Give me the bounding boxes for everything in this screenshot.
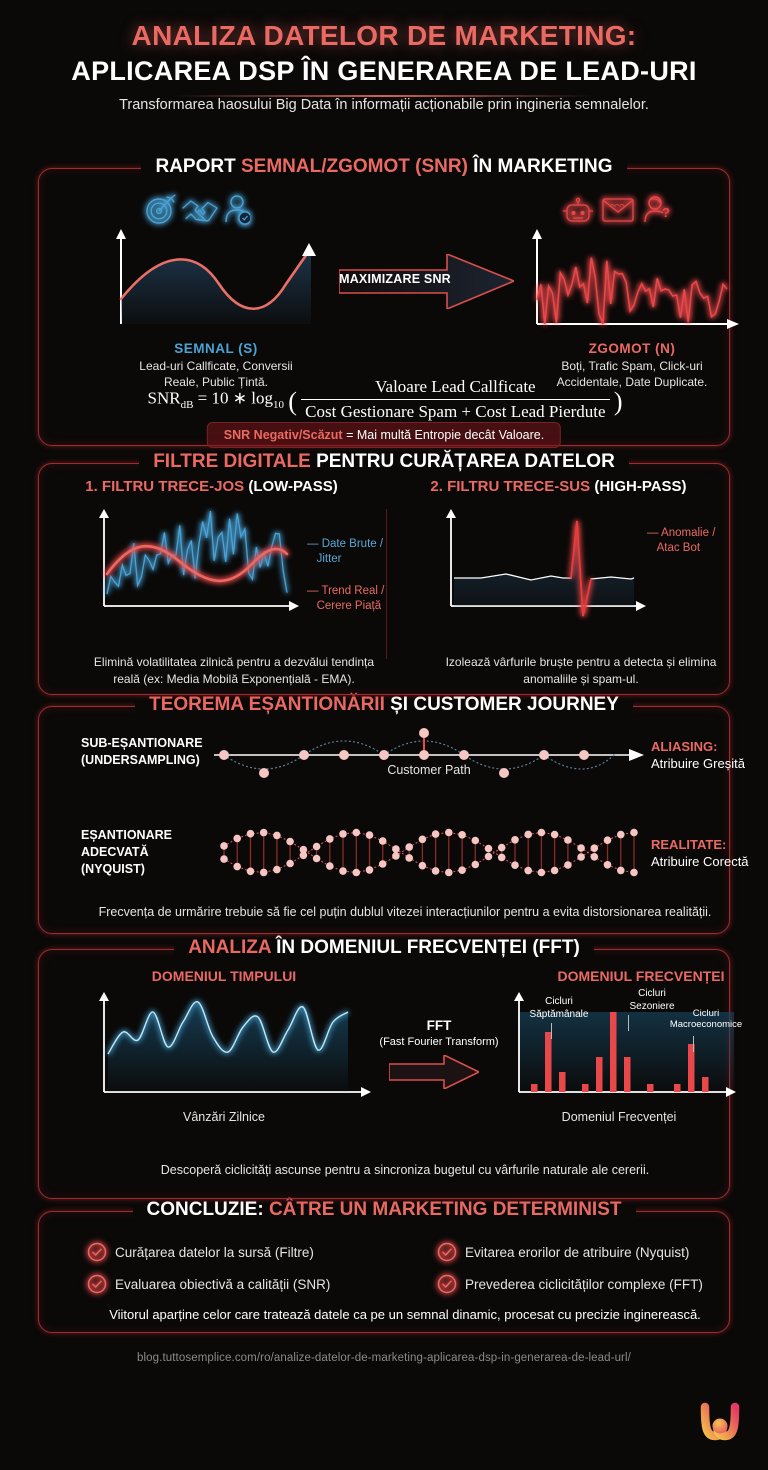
svg-text:?: ?: [662, 205, 670, 220]
